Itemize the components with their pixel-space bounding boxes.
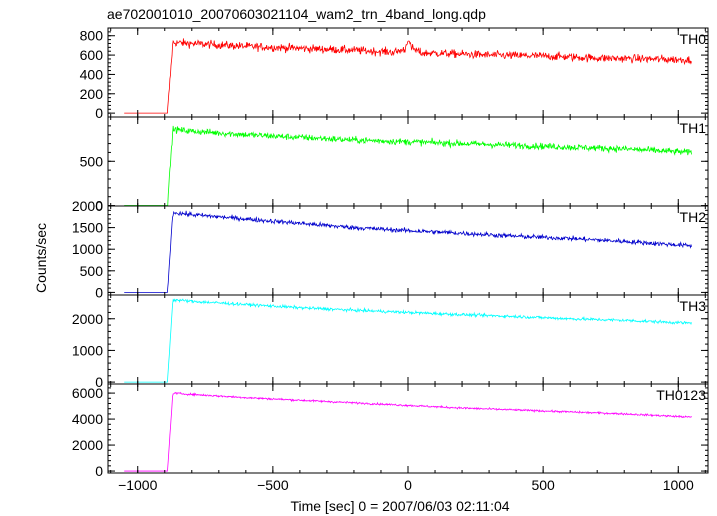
y-tick-label: 400 — [80, 66, 104, 82]
y-tick-label: 500 — [80, 263, 104, 279]
x-axis-label: Time [sec] 0 = 2007/06/03 02:11:04 — [290, 498, 509, 514]
series-line-th1 — [124, 125, 692, 207]
y-tick-label: 600 — [80, 47, 104, 63]
panel-frame — [107, 205, 709, 296]
panel-frame — [107, 383, 709, 474]
y-tick-label: 1500 — [72, 220, 103, 236]
panel-label: TH0 — [680, 31, 707, 47]
y-tick-label: 2000 — [72, 311, 103, 327]
y-tick-label: 0 — [95, 105, 103, 121]
panel-th0123: 0 2000 4000 6000 TH0123 — [72, 383, 709, 479]
y-tick-label: 500 — [80, 153, 104, 169]
y-tick-label: 0 — [95, 374, 103, 390]
y-tick-label: 0 — [95, 284, 103, 300]
panel-th0: 0 200 400 600 800 TH0 — [80, 27, 709, 121]
panel-label: TH2 — [680, 209, 707, 225]
panels-group: 0 200 400 600 800 TH0 0 500 TH1 0 500 1000 1500 2000 T… — [72, 27, 709, 493]
panel-th2: 0 500 1000 1500 2000 TH2 — [72, 198, 709, 300]
y-tick-label: 200 — [80, 86, 104, 102]
panel-th3: 0 1000 2000 TH3 — [72, 294, 709, 390]
y-tick-label: 6000 — [72, 385, 103, 401]
y-tick-label: 0 — [95, 198, 103, 214]
y-tick-label: 1000 — [72, 342, 103, 358]
x-tick-label: 0 — [404, 477, 412, 493]
x-tick-label: −500 — [257, 477, 289, 493]
series-line-th2 — [124, 210, 692, 293]
panel-label: TH0123 — [656, 387, 706, 403]
x-tick-label: 500 — [531, 477, 555, 493]
panel-frame — [107, 294, 709, 385]
series-line-th0 — [124, 38, 692, 114]
series-line-th0123 — [124, 391, 692, 472]
panel-label: TH1 — [680, 120, 707, 136]
series-line-th3 — [124, 298, 692, 383]
x-tick-label: −1000 — [118, 477, 158, 493]
panel-label: TH3 — [680, 298, 707, 314]
panel-th1: 0 500 TH1 — [80, 116, 709, 214]
y-tick-label: 800 — [80, 28, 104, 44]
y-tick-label: 2000 — [72, 437, 103, 453]
y-axis-label: Counts/sec — [33, 223, 49, 293]
y-tick-label: 4000 — [72, 411, 103, 427]
x-tick-label: 1000 — [663, 477, 694, 493]
y-tick-label: 0 — [95, 463, 103, 479]
y-tick-label: 2000 — [72, 198, 103, 214]
y-tick-label: 1000 — [72, 241, 103, 257]
chart-title: ae702001010_20070603021104_wam2_trn_4ban… — [107, 6, 486, 22]
